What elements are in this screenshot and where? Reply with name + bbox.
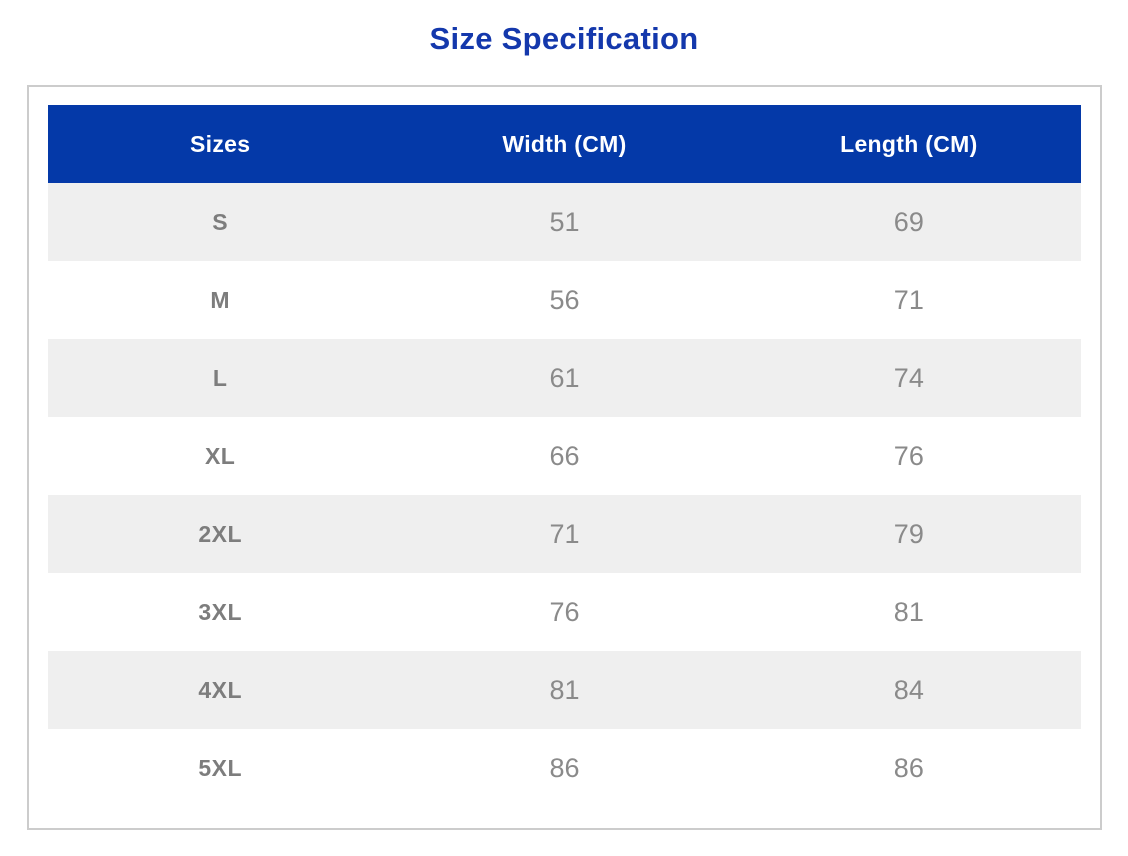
page-title: Size Specification [429,21,699,56]
header-length: Length (CM) [736,105,1081,183]
size-label: S [212,208,229,235]
table-row: 4XL 81 84 [48,651,1081,729]
width-value: 61 [549,362,580,393]
size-label: 2XL [198,520,242,547]
size-label: XL [204,442,236,469]
width-value: 81 [549,674,580,705]
table-header: Sizes Width (CM) Length (CM) [48,105,1081,183]
size-label: 4XL [198,676,242,703]
size-label: 5XL [198,754,242,781]
length-value: 69 [893,206,924,237]
table-row: 5XL 86 86 [48,729,1081,807]
table-row: 2XL 71 79 [48,495,1081,573]
size-label: L [212,364,228,391]
table-row: S 51 69 [48,183,1081,261]
table-row: XL 66 76 [48,417,1081,495]
length-value: 86 [893,752,924,783]
header-row: Sizes Width (CM) Length (CM) [48,105,1081,183]
table-body: S 51 69 M 56 71 L 61 74 XL 66 76 2XL 71 [48,183,1081,807]
table-row: L 61 74 [48,339,1081,417]
length-value: 81 [893,596,924,627]
length-value: 71 [893,284,924,315]
table-row: M 56 71 [48,261,1081,339]
size-specification-table: Sizes Width (CM) Length (CM) S 51 69 M 5… [48,105,1081,807]
header-sizes: Sizes [48,105,393,183]
size-label: M [210,286,230,313]
size-label: 3XL [198,598,242,625]
size-table-container: Sizes Width (CM) Length (CM) S 51 69 M 5… [27,85,1102,830]
width-value: 76 [549,596,580,627]
length-value: 84 [893,674,924,705]
width-value: 51 [549,206,580,237]
length-value: 76 [893,440,924,471]
table-row: 3XL 76 81 [48,573,1081,651]
length-value: 74 [893,362,924,393]
width-value: 66 [549,440,580,471]
header-width: Width (CM) [392,105,737,183]
width-value: 71 [549,518,580,549]
width-value: 86 [549,752,580,783]
length-value: 79 [893,518,924,549]
width-value: 56 [549,284,580,315]
